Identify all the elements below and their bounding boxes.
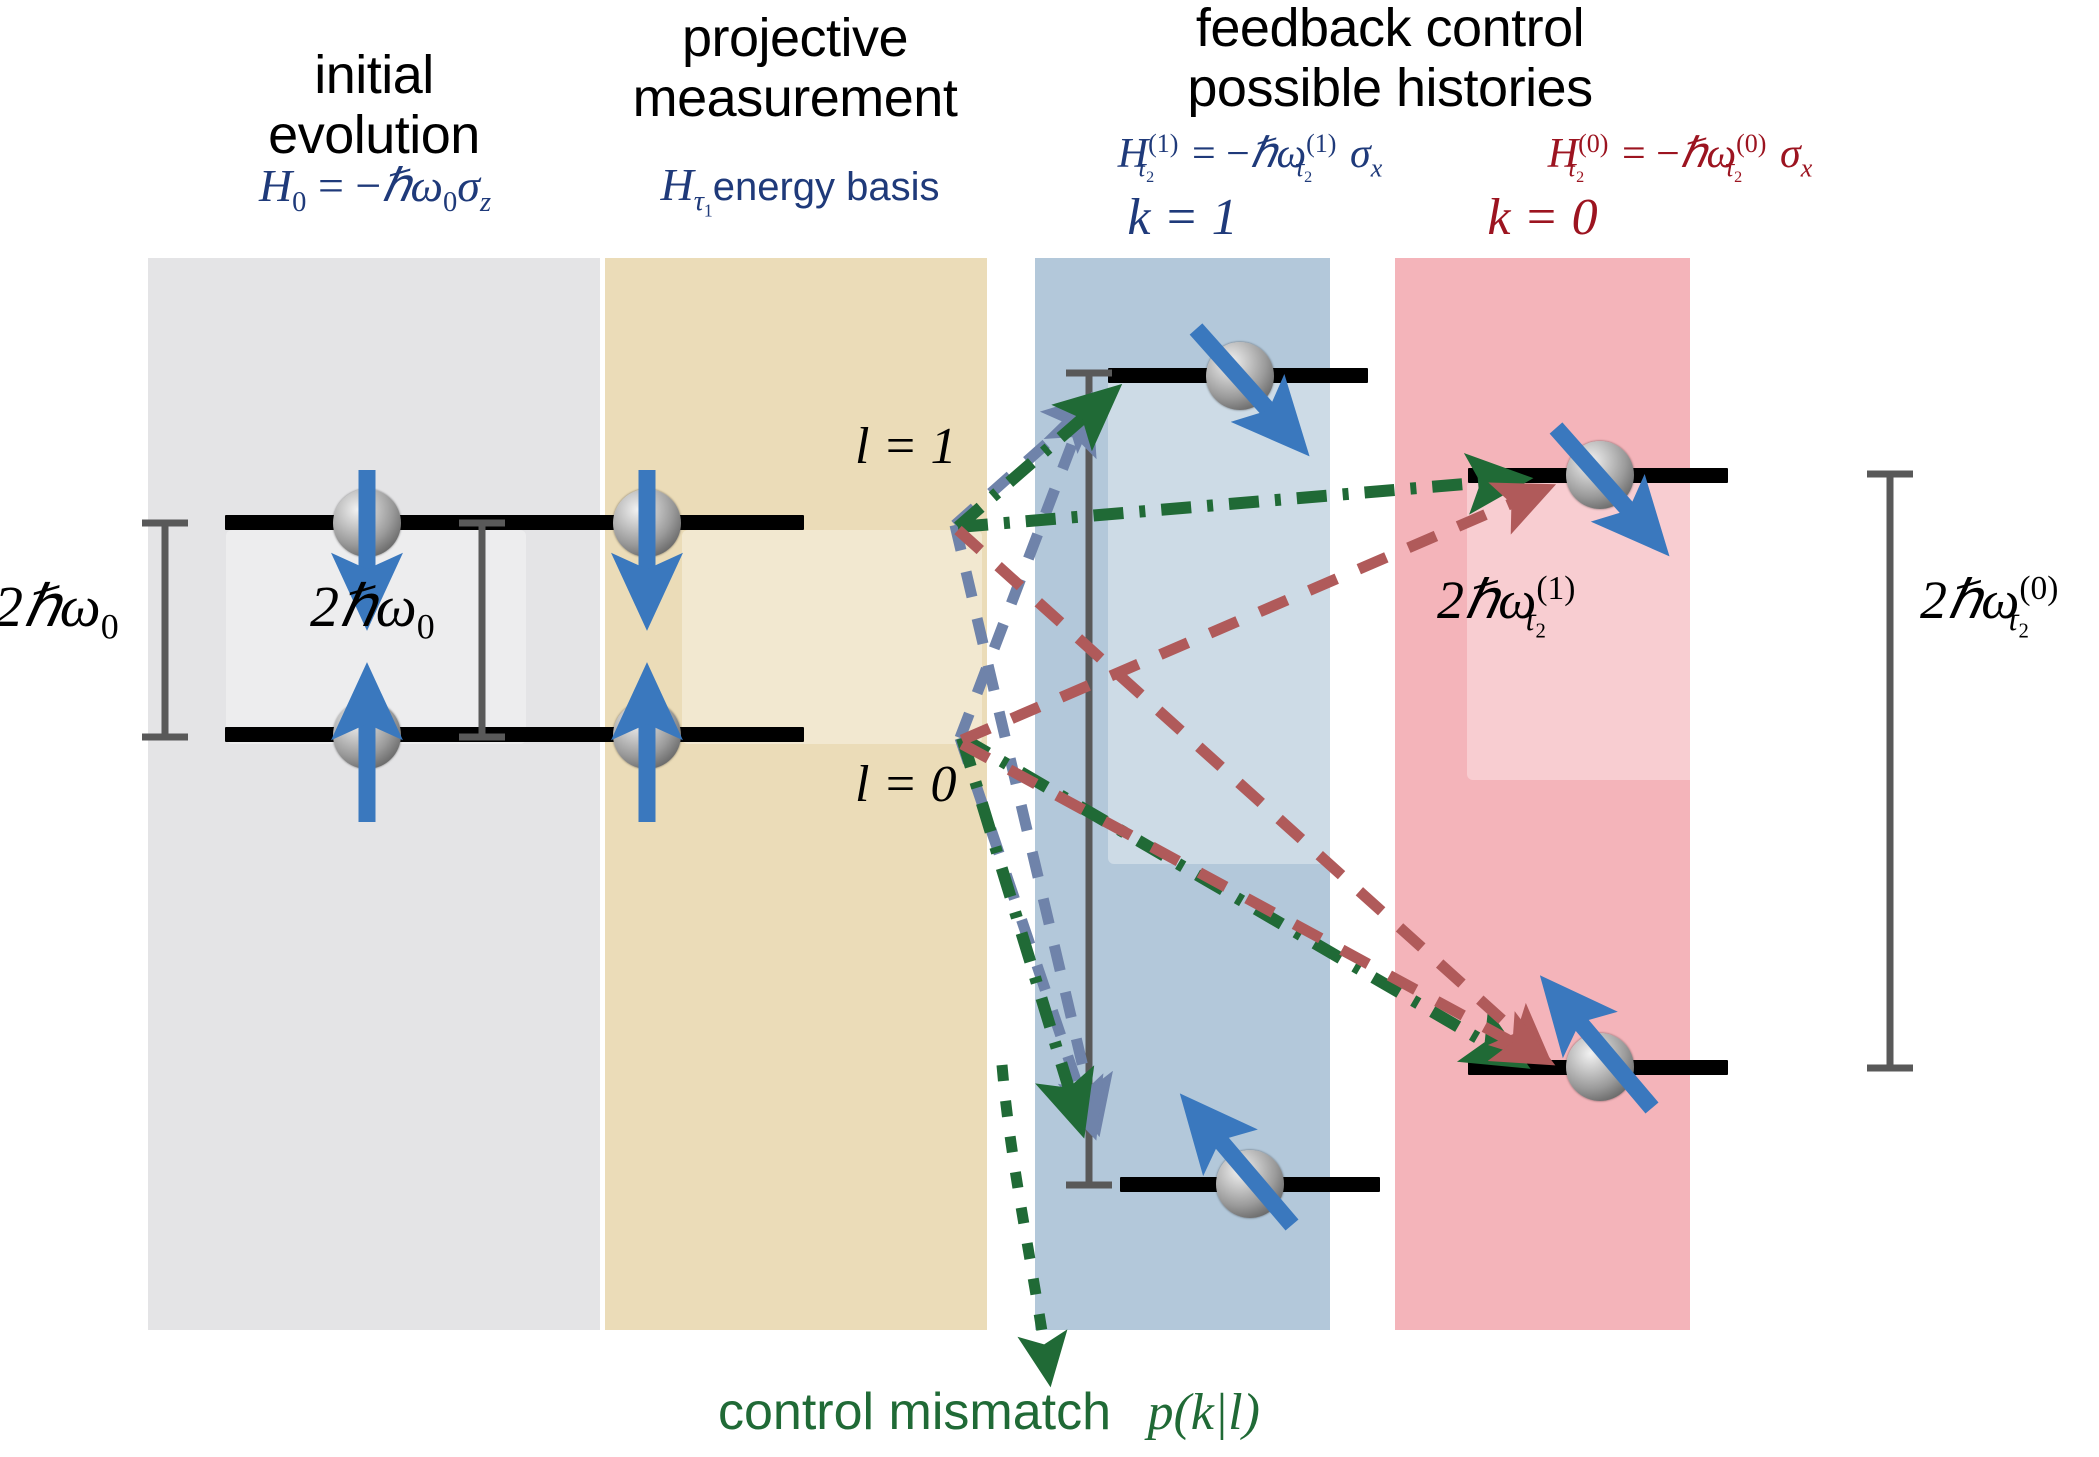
panel-projective-measurement-inner [682,530,982,744]
transition-l1-to-k1-upper-green [954,383,1123,532]
panel-feedback-k1-inner [1108,378,1368,864]
header-projective-measurement: projective measurement [560,8,1030,129]
bracket-k1 [1066,369,1112,1189]
bracket-measured [459,519,505,741]
label-l1: l = 1 [855,417,957,476]
spin-arrow-k1-lower [1179,1093,1299,1231]
caption-math: p(k|l) [1147,1384,1260,1441]
equation-htau1: Hτ1energy basis [600,158,1000,222]
header-initial-evolution: initial evolution [148,45,600,166]
header-line-2: possible histories [1187,58,1593,119]
transition-l0-to-k1-upper [954,391,1097,740]
gap-label-k0: 2ℏω(0)τ2 [1920,570,2059,643]
spin-arrow-k0-lower [1539,975,1659,1114]
header-line-1: feedback control [1195,0,1585,58]
transition-l0-to-k1-lower [954,736,1104,1141]
label-k1: k = 1 [1035,188,1330,247]
transition-l1-to-k1-lower [949,523,1113,1138]
equation-h-k1: H(1)τ2= −ℏω(1)τ2σx [1040,128,1460,188]
equation-h-k0: H(0)τ2= −ℏω(0)τ2σx [1470,128,1890,188]
label-k0: k = 0 [1395,188,1690,247]
transition-l1-to-k0-lower-red [954,525,1553,1066]
equation-h0-text: H0 = −ℏω0σz [258,160,492,219]
label-l0-text: l = 0 [855,756,957,813]
gap-label-k1: 2ℏω(1)τ2 [1437,570,1576,643]
equation-htau1-text: Hτ1energy basis [660,159,940,221]
caption-control-mismatch: control mismatch p(k|l) [718,1382,1260,1442]
bracket-initial [142,519,188,741]
gap-label-measured: 2ℏω0 [310,574,435,647]
label-k0-text: k = 0 [1487,189,1598,246]
bracket-k0 [1867,470,1913,1072]
label-l0: l = 0 [855,755,957,814]
gap-label-initial: 2ℏω0 [0,574,119,647]
header-line-2: measurement [632,68,958,129]
transition-l0-to-k0-lower-green [958,732,1531,1069]
transition-l0-to-k0-lower-red [959,739,1556,1066]
equation-h0: H0 = −ℏω0σz [150,158,600,219]
panel-projective-measurement [605,258,987,1330]
caption-text: control mismatch [718,1383,1111,1441]
header-line-1: initial [314,45,434,105]
panel-feedback-k0 [1395,258,1690,1330]
header-feedback-control: feedback control possible histories [1110,0,1670,119]
transition-control-mismatch-callout [996,1064,1068,1388]
label-k1-text: k = 1 [1127,189,1238,246]
label-l1-text: l = 1 [855,418,957,475]
equation-h-k0-text: H(0)τ2= −ℏω(0)τ2σx [1547,129,1813,187]
equation-h-k1-text: H(1)τ2= −ℏω(1)τ2σx [1117,129,1383,187]
spin-arrow-k1-upper [1189,323,1310,457]
transition-l1-to-k0-upper-green [957,453,1534,533]
header-line-1: projective [681,8,909,68]
header-line-2: evolution [268,105,480,166]
spin-arrow-k0-upper [1549,422,1670,557]
